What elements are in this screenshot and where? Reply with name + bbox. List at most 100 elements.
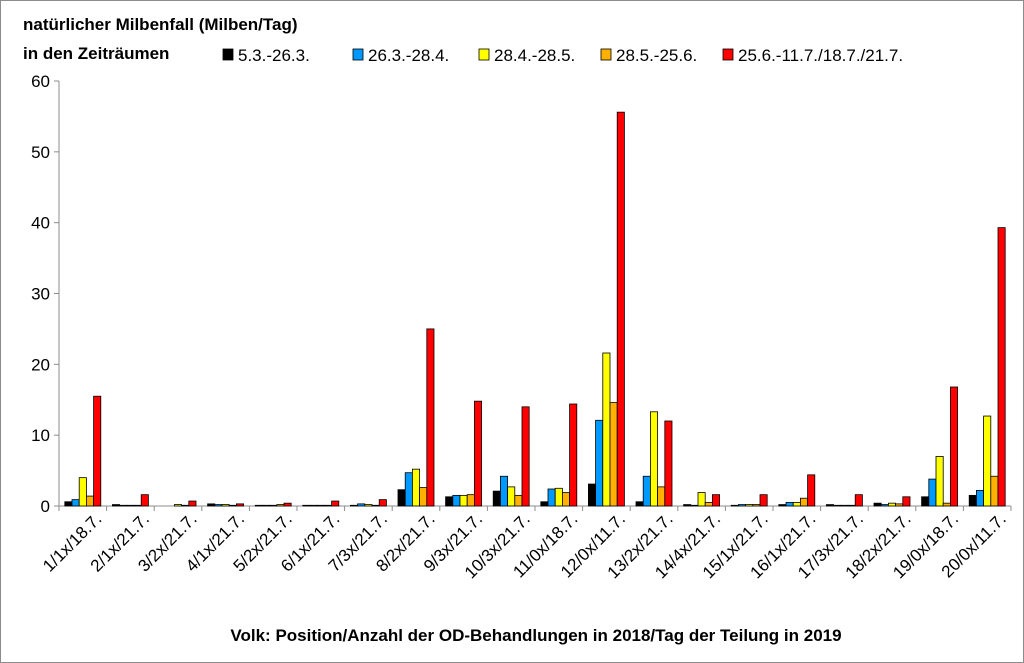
bar [712, 494, 721, 507]
bar [473, 400, 482, 507]
bar [833, 504, 842, 507]
bar [466, 494, 475, 507]
bar [547, 488, 556, 507]
bar [840, 504, 849, 507]
bar [745, 504, 754, 507]
bar [404, 472, 413, 507]
bar [397, 489, 406, 507]
bar [207, 503, 216, 507]
bar [873, 502, 882, 507]
legend: 5.3.-26.3. 26.3.-28.4. 28.4.-28.5. 28.5.-25… [222, 46, 903, 65]
bar [854, 494, 863, 507]
bar [569, 403, 578, 507]
axes [54, 80, 1012, 511]
bar [697, 492, 706, 507]
x-category-labels: 1/1x/18.7.2/1x/21.7.3/2x/21.7.4/1x/21.7.… [39, 509, 1010, 582]
bar [426, 328, 435, 507]
bar [71, 499, 80, 507]
bar [459, 494, 468, 507]
bar [588, 483, 597, 507]
bar [895, 503, 904, 507]
y-tick-labels: 0 10 20 30 40 50 60 [31, 72, 50, 516]
bar [983, 415, 992, 507]
bar [562, 492, 571, 507]
bar [730, 504, 739, 507]
bar [411, 468, 420, 507]
bar [261, 504, 270, 507]
bar [492, 490, 501, 507]
bar [181, 504, 190, 507]
bar [331, 500, 340, 507]
bar [235, 503, 244, 507]
bar [847, 504, 856, 507]
bar [445, 496, 454, 507]
bar [93, 395, 102, 507]
bar [302, 504, 311, 507]
legend-swatch [478, 48, 490, 61]
bar [521, 406, 530, 507]
x-axis-label: Volk: Position/Anzahl der OD-Behandlunge… [230, 626, 841, 645]
bar [921, 496, 930, 507]
bar [704, 502, 713, 507]
y-tick-label: 0 [41, 497, 50, 516]
bar [602, 352, 611, 507]
bar [112, 504, 121, 507]
legend-swatch [352, 48, 364, 61]
bar [976, 490, 985, 507]
bar [807, 474, 816, 507]
bar [371, 504, 380, 507]
y-tick-label: 10 [31, 426, 50, 445]
bar [554, 487, 563, 507]
legend-entry: 5.3.-26.3. [238, 46, 310, 65]
bar [357, 503, 366, 507]
bar [990, 475, 999, 507]
bar [759, 494, 768, 507]
bar [514, 494, 523, 507]
bar [609, 402, 618, 507]
bar [254, 504, 263, 507]
bar [323, 504, 332, 507]
y-tick-label: 50 [31, 143, 50, 162]
bar [126, 504, 135, 507]
legend-entry: 26.3.-28.4. [368, 46, 449, 65]
bar [888, 502, 897, 507]
bar [419, 487, 428, 507]
y-tick-label: 60 [31, 72, 50, 91]
legend-swatch [722, 48, 734, 61]
bar [950, 386, 959, 507]
bar [928, 478, 937, 507]
bar [173, 504, 182, 507]
bar [785, 502, 794, 507]
bar [880, 504, 889, 507]
bar [738, 504, 747, 507]
bar [778, 504, 787, 507]
bar [364, 504, 373, 507]
legend-entry: 28.5.-25.6. [616, 46, 697, 65]
bar [800, 497, 809, 507]
bar [221, 504, 230, 507]
bar [650, 411, 659, 507]
bar [935, 456, 944, 507]
bar [309, 504, 318, 507]
bar [276, 504, 285, 507]
legend-swatch [600, 48, 612, 61]
bar [690, 504, 699, 507]
bar [452, 494, 461, 507]
bar [997, 227, 1006, 507]
bar [635, 501, 644, 507]
bar [140, 494, 149, 507]
bar [269, 504, 278, 507]
bar [316, 504, 325, 507]
bar [349, 504, 358, 507]
bar [283, 502, 292, 507]
legend-swatch [222, 48, 234, 61]
legend-entry: 25.6.-11.7./18.7./21.7. [738, 46, 903, 65]
bar [616, 111, 625, 507]
y-tick-label: 40 [31, 214, 50, 233]
bar [133, 504, 142, 507]
bar [378, 499, 387, 507]
bar [968, 494, 977, 507]
bar [752, 504, 761, 507]
bar [826, 504, 835, 507]
